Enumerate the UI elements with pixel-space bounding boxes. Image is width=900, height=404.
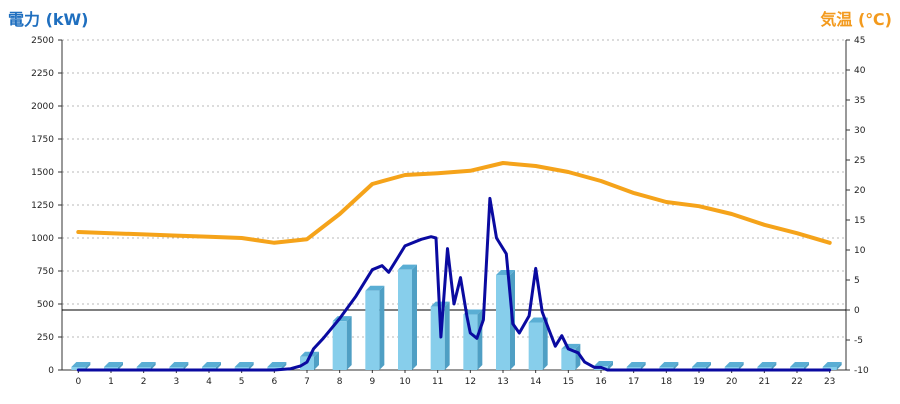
right-tick-label: 25 xyxy=(854,156,865,166)
right-tick-label: -10 xyxy=(854,366,869,376)
x-tick-label: 13 xyxy=(497,377,508,387)
x-tick-label: 3 xyxy=(173,377,179,387)
x-tick-label: 0 xyxy=(75,377,81,387)
right-tick-label: 45 xyxy=(854,36,865,46)
left-tick-label: 1250 xyxy=(31,201,54,211)
bar xyxy=(528,317,548,370)
x-tick-label: 21 xyxy=(759,377,770,387)
left-axis-label: 電力 (kW) xyxy=(8,10,89,29)
x-tick-label: 20 xyxy=(726,377,738,387)
left-tick-label: 2000 xyxy=(31,102,54,112)
left-tick-label: 1500 xyxy=(31,168,54,178)
bar xyxy=(332,316,352,370)
right-tick-label: 15 xyxy=(854,216,865,226)
bar xyxy=(561,343,581,370)
left-tick-label: 2250 xyxy=(31,69,54,79)
left-tick-label: 1750 xyxy=(31,135,54,145)
x-tick-label: 4 xyxy=(206,377,212,387)
x-tick-label: 2 xyxy=(141,377,147,387)
left-tick-label: 250 xyxy=(37,333,54,343)
x-tick-label: 6 xyxy=(271,377,277,387)
x-tick-label: 11 xyxy=(432,377,443,387)
left-tick-label: 1000 xyxy=(31,234,54,244)
x-tick-label: 9 xyxy=(369,377,375,387)
x-tick-label: 8 xyxy=(337,377,343,387)
left-tick-label: 0 xyxy=(48,366,54,376)
left-tick-label: 750 xyxy=(37,267,54,277)
right-tick-label: -5 xyxy=(854,336,863,346)
x-tick-label: 17 xyxy=(628,377,639,387)
left-tick-label: 2500 xyxy=(31,36,54,46)
right-tick-label: 20 xyxy=(854,186,866,196)
right-tick-label: 5 xyxy=(854,276,860,286)
bar xyxy=(398,264,417,370)
x-tick-label: 12 xyxy=(465,377,476,387)
right-tick-label: 40 xyxy=(854,66,866,76)
right-tick-label: 0 xyxy=(854,306,860,316)
x-tick-label: 22 xyxy=(791,377,802,387)
temperature-line xyxy=(76,161,832,245)
x-tick-label: 19 xyxy=(693,377,705,387)
right-axis-label: 気温 (℃) xyxy=(820,10,892,29)
x-tick-label: 23 xyxy=(824,377,835,387)
power-line xyxy=(76,196,832,372)
x-tick-label: 15 xyxy=(563,377,574,387)
x-tick-label: 7 xyxy=(304,377,310,387)
left-tick-label: 500 xyxy=(37,300,54,310)
x-tick-label: 18 xyxy=(661,377,673,387)
x-tick-label: 5 xyxy=(239,377,245,387)
right-tick-label: 10 xyxy=(854,246,866,256)
bar xyxy=(365,285,385,370)
x-tick-label: 1 xyxy=(108,377,114,387)
x-tick-label: 16 xyxy=(595,377,607,387)
right-tick-label: 35 xyxy=(854,96,865,106)
x-tick-label: 10 xyxy=(399,377,411,387)
right-tick-label: 30 xyxy=(854,126,866,136)
x-tick-label: 14 xyxy=(530,377,542,387)
